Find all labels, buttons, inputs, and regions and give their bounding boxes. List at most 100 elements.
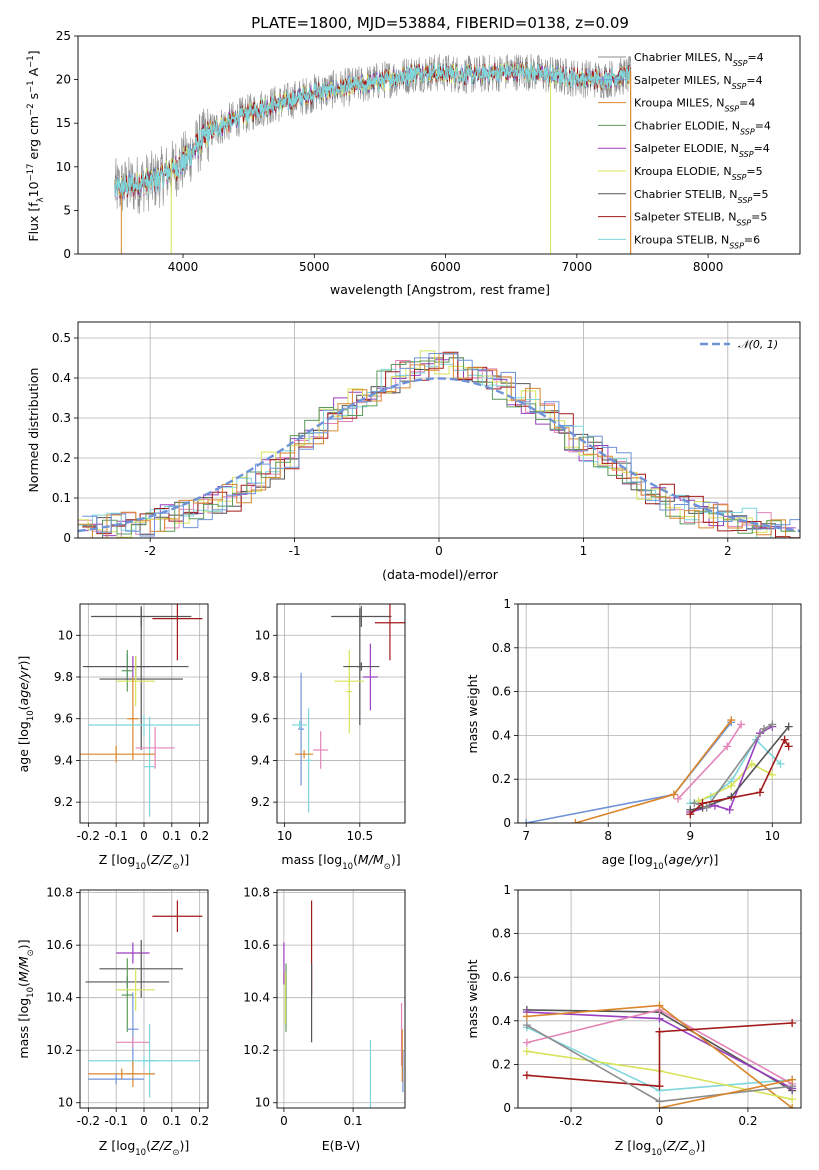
axes-frame (276, 889, 406, 1109)
y-tick-label: 10.8 (243, 886, 270, 900)
y-tick-label: 0.8 (492, 641, 511, 655)
y-tick-label: 0 (503, 1101, 511, 1115)
weight-marker (522, 1021, 531, 1030)
weight-marker (655, 1104, 664, 1108)
x-tick-label: -2 (144, 544, 156, 558)
y-tick-label: 15 (56, 116, 71, 130)
weight-marker (768, 720, 777, 729)
y-tick-label: 9.8 (54, 670, 73, 684)
x-tick-label: 8000 (693, 260, 724, 274)
x-axis-label: age [log10(age/yr)] (602, 852, 719, 872)
weight-marker (698, 799, 707, 808)
legend-label: Salpeter ELODIE, NSSP=4 (634, 142, 770, 159)
weight-marker (788, 1095, 797, 1104)
y-tick-label: 25 (56, 29, 71, 43)
chart-mass_vs_z: -0.2 -0.1 0 0.1 0.2 10 10.2 10.4 10.6 10.8 Z [log1… (16, 886, 209, 1158)
x-tick-label: 0 (140, 829, 148, 843)
y-axis-label: mass weight (465, 674, 480, 753)
weight-marker (776, 759, 785, 768)
weight-marker (673, 794, 682, 803)
y-tick-label: 10 (255, 1096, 270, 1110)
y-tick-label: 10 (58, 1096, 73, 1110)
weight-marker (686, 810, 695, 819)
axes-frame (276, 603, 406, 824)
chart-title: PLATE=1800, MJD=53884, FIBERID=0138, z=0… (251, 14, 629, 32)
y-tick-label: 0.2 (492, 1057, 511, 1071)
y-tick-label: 10 (56, 160, 71, 174)
x-tick-label: 0.1 (162, 829, 181, 843)
y-tick-label: 0.1 (52, 491, 71, 505)
x-tick-label: 10.5 (346, 829, 373, 843)
y-tick-label: 0.6 (492, 685, 511, 699)
x-tick-label: 0 (435, 544, 443, 558)
plot-area (85, 900, 203, 1098)
y-tick-label: 0.6 (492, 970, 511, 984)
y-tick-label: 1 (503, 883, 511, 897)
x-axis-label: Z [log10(Z/Z⊙)] (99, 852, 189, 872)
weight-marker (784, 742, 793, 751)
x-tick-label: -0.1 (104, 829, 127, 843)
weight-marker (780, 735, 789, 744)
y-axis-label: Normed distribution (26, 368, 41, 493)
weight-marker (655, 1014, 664, 1023)
x-tick-label: 4000 (168, 260, 199, 274)
x-tick-label: -0.2 (559, 1114, 582, 1128)
x-tick-label: -0.2 (77, 829, 100, 843)
x-tick-label: 0 (656, 1114, 664, 1128)
x-tick-label: 6000 (430, 260, 461, 274)
chart-weight_vs_z: -0.2 0 0.2 0 0.2 0.4 0.6 0.8 1 Z [log10(Z/Z⊙)] mas… (465, 883, 802, 1158)
legend-label: Kroupa MILES, NSSP=4 (634, 97, 755, 114)
weight-marker (788, 1075, 797, 1084)
x-tick-label: 2 (724, 544, 732, 558)
plot-area (522, 1001, 797, 1108)
weight-marker (788, 1104, 797, 1108)
histogram-chabrier_elodie (78, 357, 796, 538)
y-axis-label: mass [log10(M/M⊙)] (16, 939, 36, 1058)
legend-label: Chabrier STELIB, NSSP=5 (634, 188, 768, 205)
axes-frame (517, 889, 802, 1109)
chart-age_vs_mass: 10 10.5 9.2 9.4 9.6 9.8 10 mass [log10(M/M⊙)] (251, 603, 406, 872)
y-tick-label: 10.2 (46, 1043, 73, 1057)
y-tick-label: 9.6 (54, 712, 73, 726)
chart-age_vs_z: -0.2 -0.1 0 0.1 0.2 9.2 9.4 9.6 9.8 10 Z [log10(Z/… (16, 603, 209, 872)
y-tick-label: 9.8 (251, 670, 270, 684)
y-tick-label: 9.2 (54, 795, 73, 809)
y-tick-label: 1 (503, 597, 511, 611)
x-tick-label: 0 (140, 1114, 148, 1128)
x-axis-label: wavelength [Angstrom, rest frame] (330, 282, 550, 297)
y-tick-label: 10.6 (46, 938, 73, 952)
x-tick-label: -0.2 (77, 1114, 100, 1128)
plot-area (283, 900, 404, 1108)
y-tick-label: 0.4 (52, 371, 71, 385)
x-tick-label: 10 (765, 829, 780, 843)
weight-marker (747, 759, 756, 768)
y-tick-label: 10.4 (243, 991, 270, 1005)
weight-line-kroupa_miles (659, 1078, 793, 1108)
legend-label: Chabrier MILES, NSSP=4 (634, 51, 764, 68)
y-tick-label: 0 (63, 247, 71, 261)
axes-frame (77, 35, 801, 255)
weight-marker (768, 770, 777, 779)
legend-label: Kroupa ELODIE, NSSP=5 (634, 165, 763, 182)
y-tick-label: 10.2 (243, 1043, 270, 1057)
legend-label: Salpeter MILES, NSSP=4 (634, 74, 763, 91)
weight-marker (522, 1047, 531, 1056)
weight-marker (522, 1071, 531, 1080)
weight-marker (690, 799, 699, 808)
x-tick-label: -0.1 (104, 1114, 127, 1128)
weight-marker (784, 722, 793, 731)
plot-area (78, 350, 800, 538)
y-tick-label: 0.2 (52, 451, 71, 465)
weight-marker (522, 819, 531, 823)
axes-frame (79, 603, 209, 824)
y-tick-label: 10.4 (46, 991, 73, 1005)
weight-marker (727, 716, 736, 725)
x-tick-label: 0.2 (190, 829, 209, 843)
x-tick-label: 7000 (562, 260, 593, 274)
weight-marker (522, 1038, 531, 1047)
x-tick-label: 0.1 (162, 1114, 181, 1128)
weight-marker (788, 1018, 797, 1027)
y-axis-label: Flux [fλ10−17 erg cm−2 s−1 A−1] (26, 50, 46, 241)
weight-marker (727, 781, 736, 790)
x-axis-label: E(B-V) (322, 1138, 361, 1153)
